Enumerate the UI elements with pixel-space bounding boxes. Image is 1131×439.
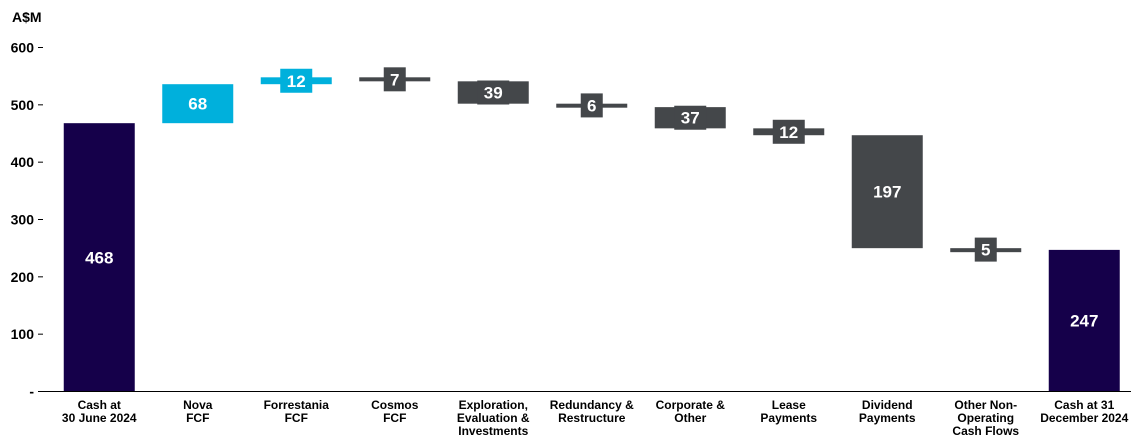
y-tick-label: 100: [11, 326, 35, 342]
y-tick-label: -: [29, 384, 34, 400]
value-label: 7: [390, 70, 399, 89]
x-category-label: Lease Payments: [760, 398, 817, 425]
bar-8: [851, 135, 923, 249]
x-category-label: Forrestania FCF: [264, 398, 330, 425]
value-label: 6: [587, 96, 596, 115]
value-labels: 468 68 12 7 39 6 37 12 197 5 247: [85, 67, 1098, 331]
x-category-label: Cash at 30 June 2024: [62, 398, 137, 425]
x-category-label: Dividend Payments: [859, 398, 916, 425]
y-tick-label: 600: [11, 40, 35, 56]
y-tick-label: 400: [11, 154, 35, 170]
bar-1: [162, 84, 234, 124]
bar-10: [1048, 249, 1120, 392]
value-label: 197: [873, 183, 901, 202]
value-label-badge: [280, 68, 313, 93]
x-category-label: Nova FCF: [183, 398, 213, 425]
value-label-badge: [383, 67, 406, 92]
value-label: 37: [681, 109, 700, 128]
value-label-badge: [477, 80, 510, 105]
value-label: 5: [981, 241, 990, 260]
value-label: 12: [779, 123, 798, 142]
x-category-label: Redundancy & Restructure: [550, 398, 634, 425]
x-category-label: Corporate & Other: [656, 398, 726, 425]
x-category-label: Exploration, Evaluation & Investments: [457, 398, 530, 438]
y-tick-label: 200: [11, 269, 35, 285]
value-label-badge: [974, 237, 997, 262]
x-category-label: Cosmos FCF: [371, 398, 419, 425]
value-label-badge: [674, 105, 707, 130]
value-label-badge: [580, 93, 603, 118]
bar-0: [63, 123, 135, 392]
value-label: 68: [188, 95, 207, 114]
x-category-label: Cash at 31 December 2024: [1040, 398, 1128, 425]
y-axis-ticks: - 100 200 300 400 500 600: [11, 40, 43, 400]
value-label: 39: [484, 84, 503, 103]
x-category-label: Other Non-Operating Cash Flows: [952, 398, 1019, 438]
bars: [63, 77, 1120, 392]
value-label-badge: [772, 119, 805, 144]
x-axis-category-labels: Cash at 30 June 2024 Nova FCF Forrestania FCF…: [62, 398, 1129, 438]
y-axis-unit-label: A$M: [12, 9, 42, 25]
y-tick-label: 500: [11, 97, 35, 113]
value-label: 12: [287, 72, 306, 91]
value-label: 468: [85, 248, 113, 267]
y-tick-label: 300: [11, 212, 35, 228]
value-label: 247: [1070, 312, 1098, 331]
